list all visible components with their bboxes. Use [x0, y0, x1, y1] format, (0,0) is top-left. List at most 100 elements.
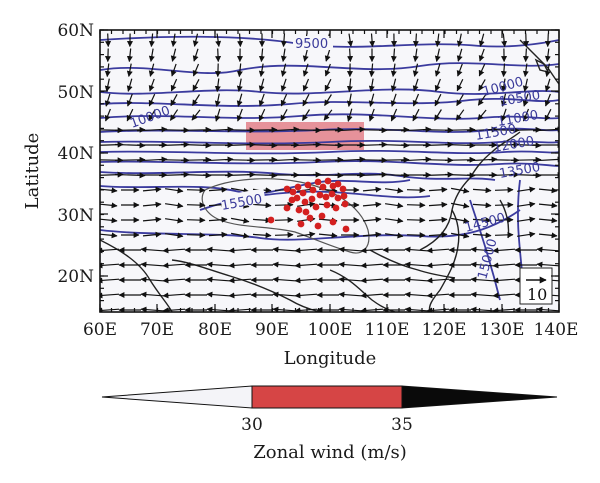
wind-arrow	[170, 48, 177, 62]
wind-arrow	[510, 156, 542, 163]
wind-arrow	[104, 63, 111, 78]
wind-arrow	[522, 48, 529, 63]
wind-arrow	[478, 33, 485, 47]
wind-arrow	[148, 78, 155, 92]
station-dot	[306, 214, 314, 222]
wind-arrow	[338, 246, 362, 253]
wind-arrow	[492, 292, 516, 299]
wind-arrow	[536, 246, 559, 253]
wind-arrow	[544, 33, 551, 48]
wind-arrow	[390, 78, 397, 92]
wind-arrow	[406, 232, 426, 239]
wind-arrow	[426, 247, 450, 254]
station-dot	[339, 185, 347, 193]
y-tick-30n: 30N	[57, 206, 94, 226]
wind-arrow	[252, 232, 272, 239]
wind-arrow	[180, 156, 212, 163]
y-tick-20n: 20N	[57, 267, 94, 287]
wind-arrow	[180, 126, 212, 133]
wind-arrow	[206, 246, 230, 253]
wind-arrow	[470, 276, 494, 283]
wind-arrow	[426, 277, 450, 284]
wind-arrow	[360, 262, 384, 269]
wind-arrow	[162, 277, 186, 284]
wind-arrow	[390, 48, 397, 63]
wind-arrow	[280, 109, 288, 122]
wind-arrow	[302, 63, 309, 77]
wind-arrow	[230, 232, 250, 239]
wind-arrow	[324, 94, 332, 107]
x-tick-120e: 120E	[422, 320, 467, 340]
wind-arrow	[472, 202, 492, 209]
wind-arrow	[206, 291, 230, 298]
colorbar-title: Zonal wind (m/s)	[253, 442, 407, 463]
wind-arrow	[258, 78, 265, 92]
wind-arrow	[191, 94, 201, 107]
wind-arrow	[406, 202, 426, 209]
wind-arrow	[390, 93, 397, 107]
wind-arrow	[434, 48, 441, 62]
wind-arrow	[140, 261, 164, 268]
wind-arrow	[140, 306, 164, 312]
station-dot	[301, 198, 309, 206]
wind-arrow	[165, 187, 184, 194]
reference-vector-label: 10	[527, 285, 547, 304]
y-axis-title: Latitude	[22, 133, 43, 210]
wind-arrow	[455, 109, 465, 121]
colorbar-mid-segment	[251, 385, 403, 409]
wind-arrow	[362, 216, 382, 223]
wind-arrow	[208, 231, 228, 238]
wind-arrow	[258, 63, 265, 77]
wind-arrow	[186, 202, 206, 209]
wind-arrow	[494, 231, 514, 238]
contour-label-11500: 11500	[474, 122, 517, 144]
wind-arrow	[362, 201, 382, 208]
wind-arrow	[450, 202, 470, 209]
y-tick-40n: 40N	[57, 144, 94, 164]
wind-arrow	[385, 187, 404, 194]
x-tick-70e: 70E	[140, 320, 174, 340]
wind-arrow	[360, 277, 384, 284]
wind-arrow	[302, 78, 310, 92]
wind-arrow	[230, 217, 250, 224]
contour-label-12000: 12000	[492, 134, 535, 156]
wind-arrow	[246, 156, 278, 163]
wind-arrow	[517, 201, 536, 208]
wind-arrow	[517, 231, 536, 238]
wind-arrow	[297, 231, 316, 238]
wind-arrow	[126, 63, 133, 77]
wind-arrow	[258, 93, 265, 107]
wind-arrow	[294, 292, 318, 299]
wind-arrow	[390, 108, 398, 122]
station-dot	[334, 180, 342, 188]
wind-arrow	[126, 78, 133, 92]
wind-arrow	[252, 202, 272, 209]
wind-arrow	[246, 126, 278, 133]
wind-arrow	[338, 261, 362, 268]
wind-arrow	[347, 48, 354, 63]
wind-arrow	[412, 33, 419, 48]
wind-arrow	[214, 78, 221, 93]
wind-arrow	[214, 93, 221, 107]
wind-arrow	[100, 217, 118, 224]
wind-arrow	[274, 216, 294, 223]
wind-arrow	[434, 33, 441, 47]
wind-arrow	[472, 232, 492, 239]
wind-arrow	[444, 156, 476, 163]
wind-arrow	[412, 78, 419, 92]
wind-arrow	[104, 78, 111, 92]
wind-arrow	[404, 276, 428, 283]
wind-arrow	[170, 63, 177, 77]
station-dot	[293, 194, 301, 202]
wind-arrow	[170, 78, 178, 92]
wind-arrow	[186, 187, 206, 194]
wind-arrow	[236, 63, 243, 78]
station-dot	[267, 216, 275, 224]
wind-arrow	[274, 201, 294, 208]
wind-arrow	[169, 109, 179, 121]
wind-arrow	[538, 217, 558, 224]
wind-arrow	[148, 33, 155, 48]
wind-arrow	[346, 93, 353, 107]
colorbar-high-segment	[401, 385, 558, 409]
colorbar-tick-30: 30	[241, 415, 263, 435]
